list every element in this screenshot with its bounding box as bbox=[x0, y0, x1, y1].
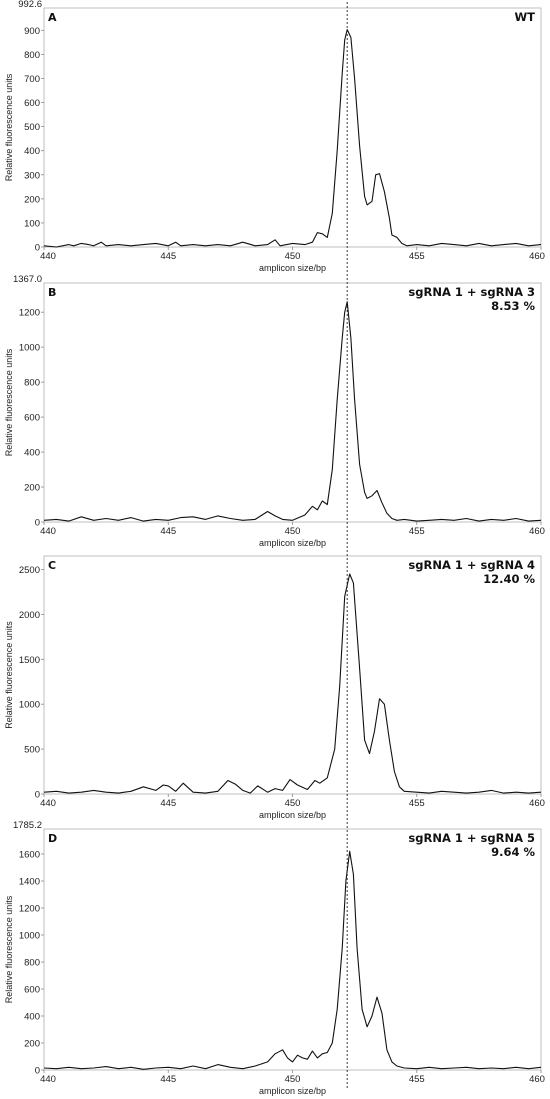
y-tick-label: 100 bbox=[24, 218, 40, 229]
y-tick-label: 1200 bbox=[19, 308, 40, 319]
y-tick-label: 1000 bbox=[19, 931, 40, 942]
x-tick-label: 445 bbox=[160, 251, 176, 262]
x-axis-title: amplicon size/bp bbox=[259, 1086, 326, 1096]
series-line bbox=[43, 29, 542, 248]
y-axis-title: Relative fluorescence units bbox=[4, 73, 14, 181]
y-tick-label: 0 bbox=[35, 1066, 40, 1077]
plot-frame bbox=[43, 555, 542, 795]
y-tick-label: 900 bbox=[24, 26, 40, 37]
y-tick-label: 800 bbox=[24, 378, 40, 389]
y-tick-label: 400 bbox=[24, 146, 40, 157]
y-tick-label: 0 bbox=[35, 243, 40, 254]
y-tick-label: 200 bbox=[24, 194, 40, 205]
y-max-label: 992.6 bbox=[18, 0, 42, 10]
plot-frame bbox=[43, 282, 542, 523]
panel-title: sgRNA 1 + sgRNA 5 bbox=[408, 831, 535, 845]
x-tick-label: 445 bbox=[160, 1074, 176, 1085]
panel-a: 0 100 200 300 400 500 600 700 800 900 992.6 440 445 4… bbox=[4, 0, 545, 273]
y-tick-label: 200 bbox=[24, 1039, 40, 1050]
panel-subtitle: 9.64 % bbox=[491, 845, 535, 859]
y-tick-label: 1500 bbox=[19, 655, 40, 666]
panel-letter: D bbox=[48, 832, 57, 845]
y-tick-label: 600 bbox=[24, 98, 40, 109]
panel-d: 0 200 400 600 800 1000 1200 1400 1600 1785.2 440 44… bbox=[4, 820, 545, 1096]
x-tick-label: 450 bbox=[285, 1074, 301, 1085]
y-tick-label: 500 bbox=[24, 122, 40, 133]
y-tick-label: 400 bbox=[24, 1012, 40, 1023]
panel-subtitle: 12.40 % bbox=[483, 572, 535, 586]
y-tick-label: 500 bbox=[24, 745, 40, 756]
x-tick-label: 445 bbox=[160, 526, 176, 537]
x-tick-label: 445 bbox=[160, 798, 176, 809]
y-tick-label: 0 bbox=[35, 518, 40, 529]
x-tick-label: 455 bbox=[409, 798, 425, 809]
series-line bbox=[43, 850, 542, 1070]
y-tick-label: 300 bbox=[24, 170, 40, 181]
x-tick-label: 440 bbox=[40, 526, 56, 537]
x-tick-label: 450 bbox=[285, 526, 301, 537]
y-tick-label: 1400 bbox=[19, 877, 40, 888]
y-tick-label: 2000 bbox=[19, 610, 40, 621]
x-tick-label: 460 bbox=[529, 251, 545, 262]
x-tick-label: 460 bbox=[529, 526, 545, 537]
y-axis-title: Relative fluorescence units bbox=[4, 895, 14, 1003]
plot-frame bbox=[43, 7, 542, 248]
y-tick-label: 800 bbox=[24, 50, 40, 61]
x-tick-label: 460 bbox=[529, 798, 545, 809]
y-tick-label: 1000 bbox=[19, 343, 40, 354]
y-axis-title: Relative fluorescence units bbox=[4, 621, 14, 729]
panel-title: sgRNA 1 + sgRNA 3 bbox=[408, 285, 535, 299]
panel-title: WT bbox=[514, 10, 535, 24]
panel-subtitle: 8.53 % bbox=[491, 299, 535, 313]
x-axis-title: amplicon size/bp bbox=[259, 263, 326, 273]
x-tick-label: 455 bbox=[409, 251, 425, 262]
panel-b: 0 200 400 600 800 1000 1200 1367.0 440 445 450 455 4… bbox=[4, 274, 545, 548]
x-tick-label: 440 bbox=[40, 798, 56, 809]
y-tick-label: 1200 bbox=[19, 904, 40, 915]
y-tick-label: 400 bbox=[24, 448, 40, 459]
x-tick-label: 460 bbox=[529, 1074, 545, 1085]
y-tick-label: 2500 bbox=[19, 565, 40, 576]
series-line bbox=[43, 573, 542, 794]
x-tick-label: 450 bbox=[285, 251, 301, 262]
y-tick-label: 1000 bbox=[19, 700, 40, 711]
x-tick-label: 440 bbox=[40, 1074, 56, 1085]
panel-letter: C bbox=[48, 559, 56, 572]
x-tick-label: 455 bbox=[409, 526, 425, 537]
x-axis-title: amplicon size/bp bbox=[259, 538, 326, 548]
panel-letter: B bbox=[48, 286, 56, 299]
y-tick-label: 1600 bbox=[19, 850, 40, 861]
y-max-label: 1785.2 bbox=[13, 820, 42, 831]
panel-title: sgRNA 1 + sgRNA 4 bbox=[408, 558, 535, 572]
y-tick-label: 600 bbox=[24, 413, 40, 424]
y-tick-label: 800 bbox=[24, 958, 40, 969]
panel-letter: A bbox=[48, 11, 57, 24]
series-line bbox=[43, 301, 542, 522]
panel-c: 0 500 1000 1500 2000 2500 440 445 450 455 460 ampli… bbox=[4, 555, 545, 820]
y-tick-label: 700 bbox=[24, 74, 40, 85]
plot-frame bbox=[43, 828, 542, 1071]
x-tick-label: 450 bbox=[285, 798, 301, 809]
x-axis-title: amplicon size/bp bbox=[259, 810, 326, 820]
y-max-label: 1367.0 bbox=[13, 274, 42, 285]
x-tick-label: 455 bbox=[409, 1074, 425, 1085]
y-tick-label: 200 bbox=[24, 483, 40, 494]
x-tick-label: 440 bbox=[40, 251, 56, 262]
y-axis-title: Relative fluorescence units bbox=[4, 348, 14, 456]
y-tick-label: 600 bbox=[24, 985, 40, 996]
y-tick-label: 0 bbox=[35, 790, 40, 801]
